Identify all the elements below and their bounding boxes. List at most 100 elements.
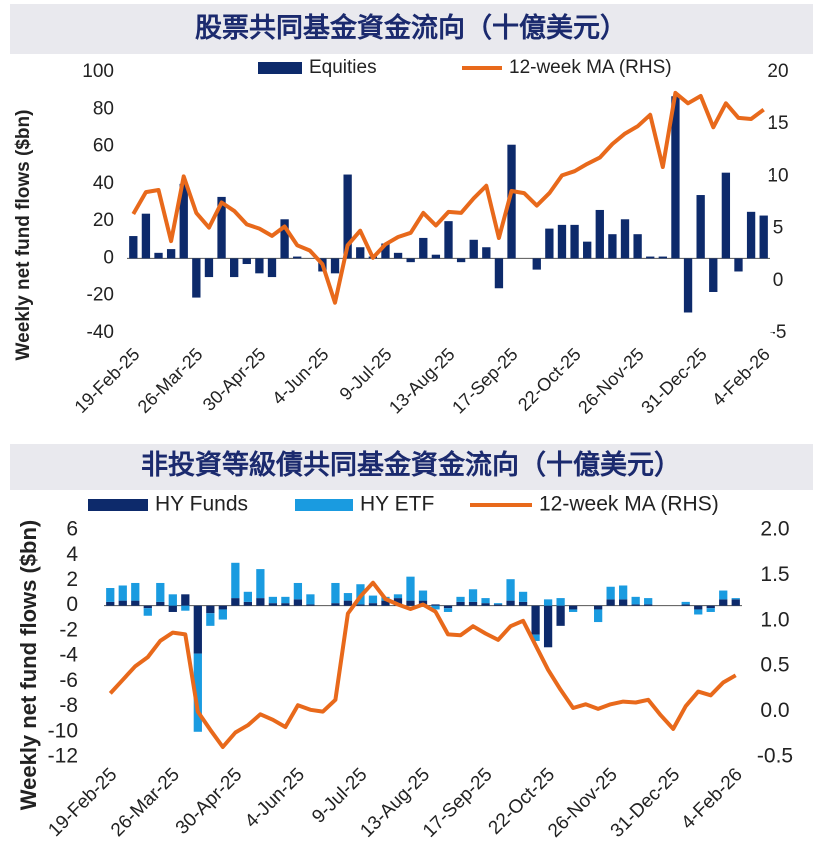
- bar: [418, 590, 428, 601]
- y2-tick-label: 20: [767, 61, 788, 82]
- y-tick-label: 6: [66, 518, 78, 541]
- bar: [531, 605, 540, 635]
- bar: [469, 239, 478, 259]
- bar: [217, 196, 226, 259]
- bar: [166, 249, 176, 259]
- title-banner: [10, 444, 813, 490]
- bar: [543, 605, 553, 648]
- y2-tick-label: 5: [773, 218, 784, 239]
- bar: [267, 258, 277, 278]
- y2-tick-label: 0: [773, 270, 784, 291]
- bar: [545, 228, 554, 259]
- bar: [293, 582, 303, 600]
- bar: [393, 594, 403, 599]
- bar: [231, 562, 240, 599]
- chart-title: 非投資等級債共同基金資金流向（十億美元）: [141, 449, 681, 480]
- bar: [644, 598, 653, 605]
- bar: [193, 653, 202, 732]
- x-tick-label: 17-Sep-25: [448, 344, 522, 418]
- bar: [141, 213, 151, 259]
- bar: [154, 252, 163, 259]
- bar: [746, 211, 756, 259]
- y2-tick-label: -0.5: [757, 745, 793, 768]
- x-tick-label: 4-Feb-26: [708, 344, 774, 410]
- bar: [118, 600, 127, 606]
- y-tick-label: -4: [59, 644, 78, 667]
- bar: [343, 174, 352, 259]
- bar: [731, 598, 740, 600]
- chart-title: 股票共同基金資金流向（十億美元）: [195, 12, 627, 43]
- bar: [681, 601, 690, 605]
- bar: [646, 256, 655, 259]
- bar: [131, 600, 140, 606]
- bar: [256, 598, 265, 606]
- bar: [493, 604, 503, 606]
- y-tick-label: 4: [66, 543, 78, 566]
- bar: [683, 258, 693, 313]
- bar: [481, 598, 490, 604]
- legend-label: HY Funds: [155, 493, 248, 516]
- x-tick-label: 13-Aug-25: [385, 344, 459, 418]
- y-tick-label: -6: [59, 669, 78, 692]
- bar: [118, 585, 127, 601]
- bar: [482, 247, 491, 259]
- bar: [759, 215, 768, 259]
- bar: [293, 256, 302, 259]
- bar: [507, 144, 516, 259]
- bar: [468, 589, 478, 602]
- bar: [633, 234, 642, 259]
- bar: [181, 605, 190, 611]
- bar: [506, 579, 515, 601]
- bar: [631, 604, 640, 606]
- y-tick-label: -20: [87, 285, 114, 306]
- y-tick-label: 100: [82, 61, 114, 82]
- bar: [658, 256, 667, 259]
- y-tick-label: 2: [66, 568, 78, 591]
- x-tick-label: 26-Mar-25: [107, 764, 184, 841]
- bar: [268, 596, 278, 604]
- bar: [193, 605, 202, 654]
- bar: [393, 598, 403, 606]
- bar: [456, 601, 465, 606]
- legend-label: 12-week MA (RHS): [509, 57, 672, 78]
- y2-tick-label: 15: [767, 113, 788, 134]
- bar: [393, 252, 403, 259]
- bar: [368, 603, 378, 606]
- bar: [606, 586, 615, 600]
- bar: [431, 254, 441, 259]
- bar: [406, 576, 415, 601]
- bar: [531, 634, 540, 641]
- bar: [368, 595, 378, 604]
- bar: [230, 258, 239, 278]
- bar: [168, 594, 177, 606]
- bar: [594, 605, 603, 610]
- bar: [106, 588, 115, 602]
- x-tick-label: 19-Feb-25: [71, 344, 144, 417]
- bar: [255, 258, 264, 274]
- bar: [568, 605, 578, 610]
- bar: [218, 605, 227, 610]
- bar: [570, 224, 579, 259]
- bar: [256, 569, 265, 599]
- bar: [719, 599, 728, 606]
- bar: [204, 258, 214, 278]
- bar: [381, 243, 390, 259]
- bar: [594, 609, 603, 623]
- bar: [406, 600, 415, 606]
- title-banner: [10, 4, 813, 54]
- legend-swatch: [258, 62, 302, 74]
- bar: [671, 96, 680, 259]
- legend-label: HY ETF: [360, 493, 434, 516]
- x-tick-label: 4-Jun-25: [241, 764, 309, 832]
- bar: [281, 603, 290, 606]
- bar: [456, 596, 465, 602]
- bar: [518, 601, 528, 606]
- bar: [506, 600, 515, 606]
- y2-tick-label: 0.0: [760, 699, 789, 722]
- y2-tick-label: 1.0: [760, 608, 789, 631]
- y-tick-label: -2: [59, 618, 78, 641]
- bar: [631, 596, 640, 605]
- bar: [557, 224, 567, 259]
- bar: [493, 603, 503, 605]
